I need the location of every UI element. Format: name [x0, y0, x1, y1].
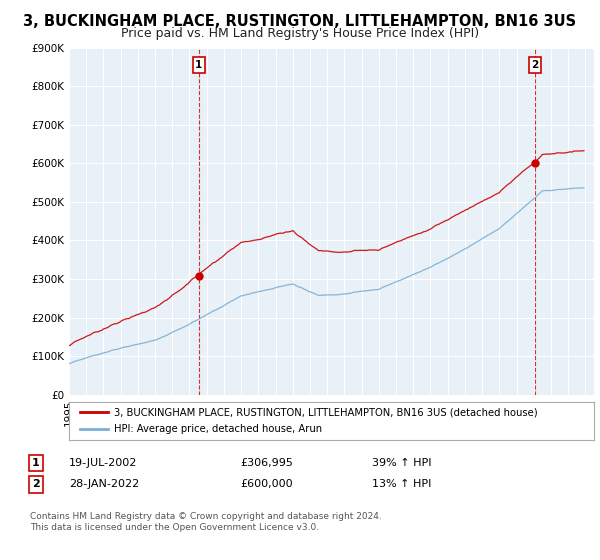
Text: Contains HM Land Registry data © Crown copyright and database right 2024.
This d: Contains HM Land Registry data © Crown c… — [30, 512, 382, 532]
Text: 3, BUCKINGHAM PLACE, RUSTINGTON, LITTLEHAMPTON, BN16 3US: 3, BUCKINGHAM PLACE, RUSTINGTON, LITTLEH… — [23, 14, 577, 29]
Text: 2: 2 — [532, 60, 539, 70]
Text: 1: 1 — [195, 60, 202, 70]
Text: 19-JUL-2002: 19-JUL-2002 — [69, 458, 137, 468]
Text: 3, BUCKINGHAM PLACE, RUSTINGTON, LITTLEHAMPTON, BN16 3US (detached house): 3, BUCKINGHAM PLACE, RUSTINGTON, LITTLEH… — [113, 407, 537, 417]
Text: HPI: Average price, detached house, Arun: HPI: Average price, detached house, Arun — [113, 424, 322, 434]
Text: 2: 2 — [32, 479, 40, 489]
Text: £600,000: £600,000 — [240, 479, 293, 489]
Text: 39% ↑ HPI: 39% ↑ HPI — [372, 458, 431, 468]
Text: £306,995: £306,995 — [240, 458, 293, 468]
Text: 1: 1 — [32, 458, 40, 468]
Text: 28-JAN-2022: 28-JAN-2022 — [69, 479, 139, 489]
Text: 13% ↑ HPI: 13% ↑ HPI — [372, 479, 431, 489]
Text: Price paid vs. HM Land Registry's House Price Index (HPI): Price paid vs. HM Land Registry's House … — [121, 27, 479, 40]
